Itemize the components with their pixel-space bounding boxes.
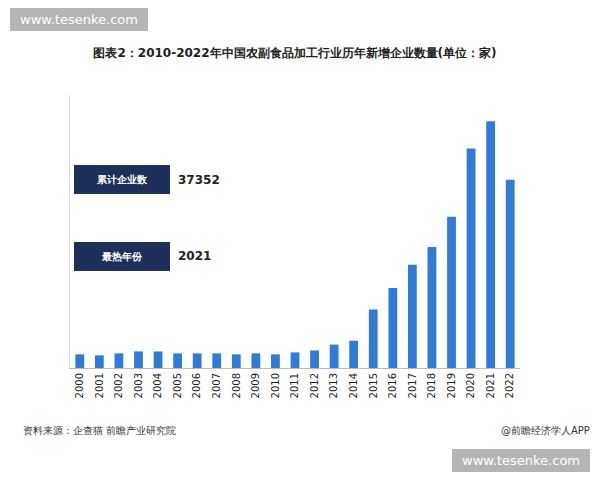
svg-text:2001: 2001 — [94, 373, 105, 398]
svg-text:2017: 2017 — [407, 373, 418, 398]
svg-text:2015: 2015 — [368, 373, 379, 398]
svg-text:2007: 2007 — [211, 373, 222, 398]
svg-text:@前瞻经济学人APP: @前瞻经济学人APP — [501, 425, 590, 436]
svg-text:最热年份: 最热年份 — [101, 251, 143, 262]
svg-text:2010: 2010 — [270, 373, 281, 398]
svg-text:2009: 2009 — [250, 373, 261, 398]
svg-text:2005: 2005 — [172, 373, 183, 398]
svg-text:资料来源：企查猫 前瞻产业研究院: 资料来源：企查猫 前瞻产业研究院 — [23, 425, 176, 436]
svg-text:2008: 2008 — [231, 373, 242, 398]
svg-text:2016: 2016 — [387, 373, 398, 398]
svg-text:2021: 2021 — [178, 249, 211, 263]
svg-text:2003: 2003 — [133, 373, 144, 398]
svg-text:2022: 2022 — [504, 373, 515, 398]
svg-text:2020: 2020 — [465, 373, 476, 398]
svg-text:图表2：2010-2022年中国农副食品加工行业历年新增企业: 图表2：2010-2022年中国农副食品加工行业历年新增企业数量(单位：家) — [93, 46, 496, 60]
svg-text:2011: 2011 — [289, 373, 300, 398]
svg-text:2002: 2002 — [113, 373, 124, 398]
svg-text:2006: 2006 — [191, 373, 202, 398]
html-text:www.tesenke.com: www.tesenke.com — [20, 12, 138, 27]
svg-text:37352: 37352 — [178, 173, 220, 187]
svg-text:2013: 2013 — [328, 373, 339, 398]
svg-text:累计企业数: 累计企业数 — [96, 174, 148, 185]
svg-text:2004: 2004 — [152, 373, 163, 398]
svg-text:2018: 2018 — [426, 373, 437, 398]
svg-text:2019: 2019 — [446, 373, 457, 398]
svg-text:2014: 2014 — [348, 373, 359, 398]
svg-text:2000: 2000 — [74, 373, 85, 398]
svg-text:2012: 2012 — [309, 373, 320, 398]
html-text:www.tesenke.com: www.tesenke.com — [462, 453, 580, 468]
svg-text:2021: 2021 — [485, 373, 496, 398]
